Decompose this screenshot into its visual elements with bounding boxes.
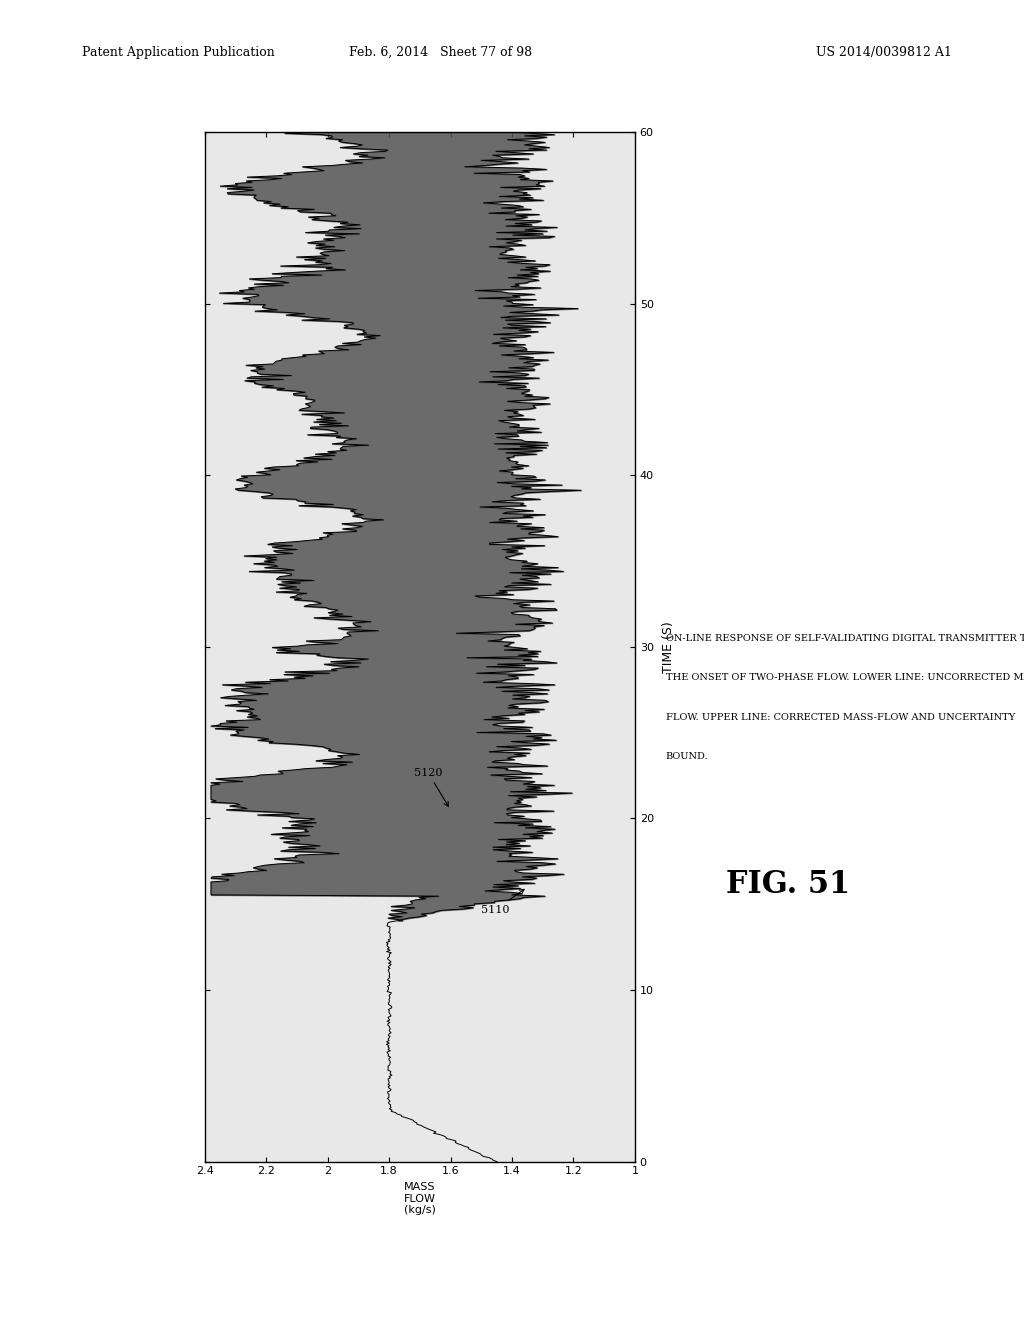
Text: 5110: 5110 — [481, 890, 524, 915]
Text: FIG. 51: FIG. 51 — [726, 869, 851, 900]
Text: Feb. 6, 2014   Sheet 77 of 98: Feb. 6, 2014 Sheet 77 of 98 — [349, 46, 531, 59]
Text: US 2014/0039812 A1: US 2014/0039812 A1 — [816, 46, 952, 59]
Text: Patent Application Publication: Patent Application Publication — [82, 46, 274, 59]
Text: THE ONSET OF TWO-PHASE FLOW. LOWER LINE: UNCORRECTED MASS-: THE ONSET OF TWO-PHASE FLOW. LOWER LINE:… — [666, 673, 1024, 682]
X-axis label: MASS
FLOW
(kg/s): MASS FLOW (kg/s) — [403, 1181, 436, 1216]
Text: FLOW. UPPER LINE: CORRECTED MASS-FLOW AND UNCERTAINTY: FLOW. UPPER LINE: CORRECTED MASS-FLOW AN… — [666, 713, 1015, 722]
Text: 5120: 5120 — [414, 767, 449, 807]
Y-axis label: TIME (S): TIME (S) — [663, 620, 675, 673]
Text: ON-LINE RESPONSE OF SELF-VALIDATING DIGITAL TRANSMITTER TO: ON-LINE RESPONSE OF SELF-VALIDATING DIGI… — [666, 634, 1024, 643]
Text: BOUND.: BOUND. — [666, 752, 709, 762]
